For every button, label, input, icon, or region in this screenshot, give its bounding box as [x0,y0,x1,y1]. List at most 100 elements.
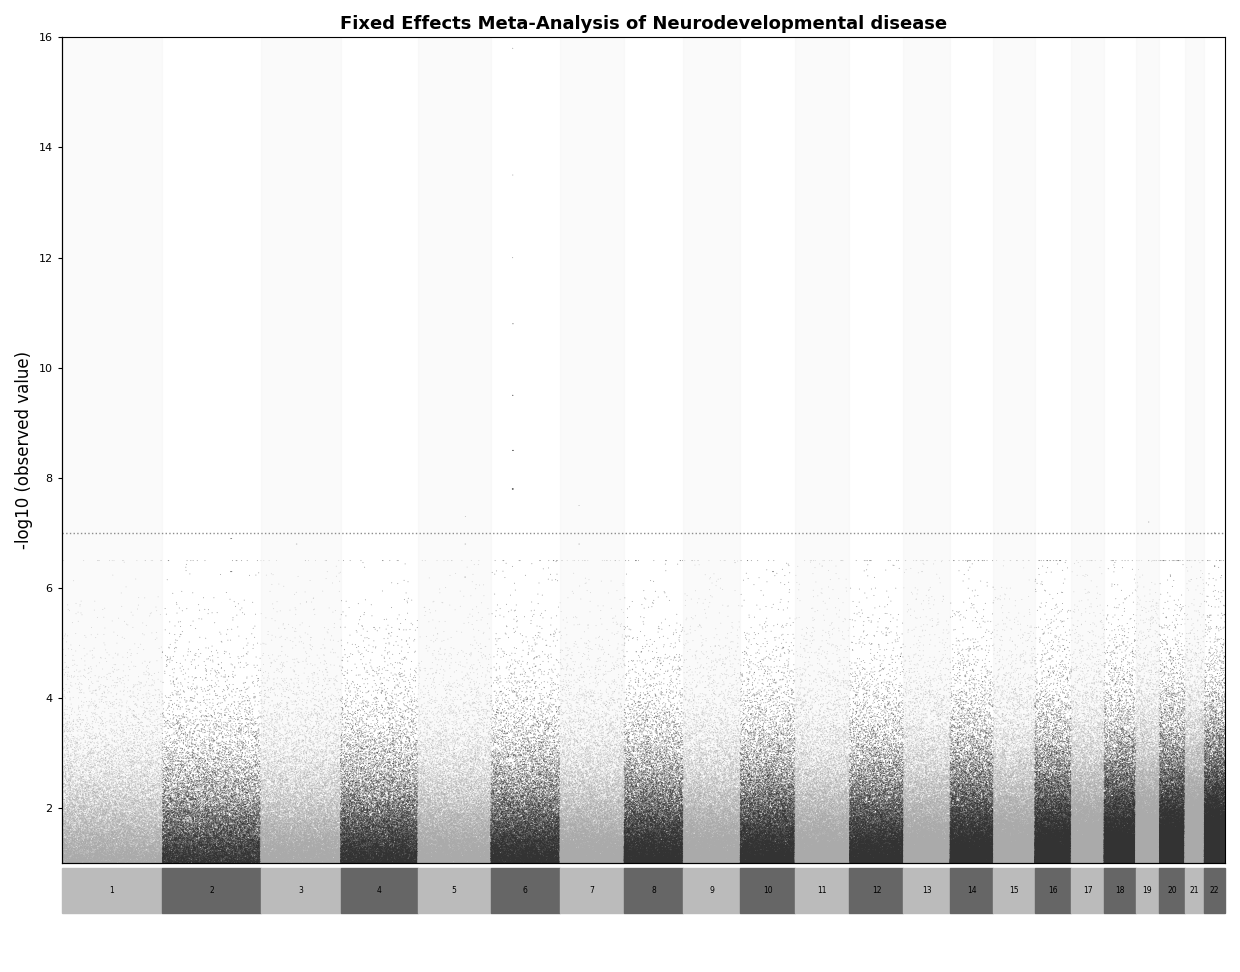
Point [734,625,754,641]
Point [621,854,641,870]
Point [1112,853,1132,869]
Point [492,743,512,758]
Point [758,850,777,866]
Point [1131,844,1151,859]
Point [404,836,424,851]
Point [557,794,577,810]
Point [1125,808,1145,823]
Point [1128,739,1148,754]
Point [1200,816,1220,831]
Point [686,720,706,736]
Point [677,841,697,856]
Point [1004,854,1024,870]
Point [291,799,311,815]
Point [476,817,496,833]
Point [1136,835,1156,850]
Point [1208,839,1228,854]
Point [872,794,892,810]
Point [1083,841,1102,856]
Point [1176,843,1195,858]
Point [479,743,498,758]
Point [874,850,894,866]
Point [389,756,409,772]
Point [1095,853,1115,869]
Point [946,853,966,869]
Point [81,853,100,869]
Point [1038,808,1058,823]
Point [1146,851,1166,867]
Point [417,854,436,870]
Point [779,850,799,865]
Point [193,840,213,855]
Point [1063,846,1083,861]
Point [1102,796,1122,812]
Point [684,847,704,862]
Point [740,826,760,842]
Point [1021,834,1040,850]
Point [1105,836,1125,851]
Point [827,816,847,832]
Point [739,824,759,840]
Point [357,795,377,811]
Point [1176,829,1195,845]
Point [503,815,523,830]
Point [1035,824,1055,840]
Point [1034,800,1054,816]
Point [1149,851,1169,867]
Point [866,793,885,809]
Point [966,758,986,774]
Point [1081,770,1101,785]
Point [531,826,551,842]
Point [637,838,657,853]
Point [790,827,810,843]
Point [320,855,340,871]
Point [1203,836,1223,851]
Point [1158,785,1178,801]
Point [808,836,828,851]
Point [135,852,155,868]
Point [1214,844,1234,859]
Point [925,830,945,846]
Point [934,818,954,834]
Point [1185,842,1205,857]
Point [1137,781,1157,797]
Point [864,836,884,851]
Point [1032,841,1052,856]
Point [140,823,160,839]
Point [577,846,596,861]
Point [207,803,227,818]
Point [1045,818,1065,834]
Point [1073,847,1092,862]
Point [854,834,874,850]
Point [751,851,771,867]
Point [805,776,825,791]
Point [1154,791,1174,807]
Point [1156,762,1176,778]
Point [625,815,645,830]
Point [773,847,792,862]
Point [1189,812,1209,827]
Point [146,738,166,753]
Point [1105,792,1125,808]
Point [445,751,465,767]
Point [443,748,463,764]
Point [689,842,709,857]
Point [1147,793,1167,809]
Point [546,812,565,827]
Point [1168,815,1188,830]
Point [1154,831,1174,847]
Point [428,842,448,857]
Point [662,839,682,854]
Point [567,851,587,867]
Point [531,851,551,867]
Point [1210,826,1230,842]
Point [791,785,811,801]
Point [1004,846,1024,861]
Point [774,834,794,850]
Point [1189,835,1209,850]
Point [760,836,780,851]
Point [735,803,755,818]
Point [957,824,977,840]
Point [1049,849,1069,864]
Point [1121,855,1141,871]
